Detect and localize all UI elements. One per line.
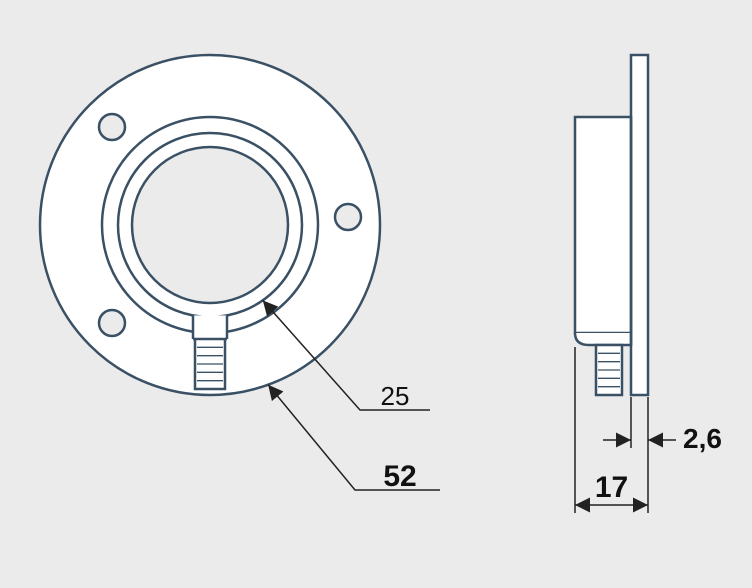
bore [132, 147, 288, 303]
dim-52-label: 52 [383, 460, 416, 493]
side-body [575, 117, 631, 333]
mount-hole-0 [99, 114, 125, 140]
mount-hole-1 [335, 204, 361, 230]
dim-2-6-label: 2,6 [683, 423, 722, 454]
side-body-chamfer [575, 333, 631, 345]
dim-25-label: 25 [381, 381, 410, 411]
side-flange [631, 55, 648, 395]
dim-17-label: 17 [595, 471, 628, 504]
mount-hole-2 [99, 310, 125, 336]
boss-neck-mask [193, 315, 227, 339]
